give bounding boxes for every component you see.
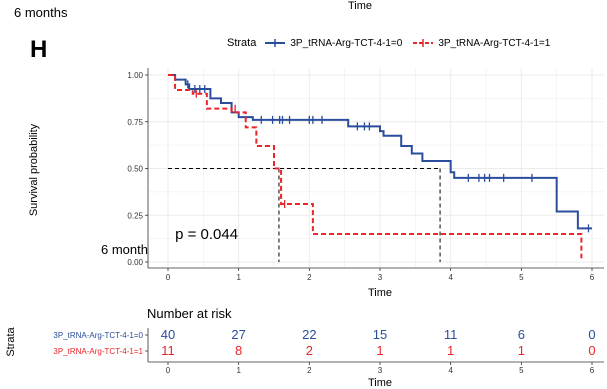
plot-axes: 0.00 0.25 0.50 0.75 1.00 0 1 2 3 4 5 6 (127, 68, 604, 282)
legend-label-1: 3P_tRNA-Arg-TCT-4-1=1 (438, 37, 551, 49)
risk-count: 6 (518, 327, 525, 342)
risk-count: 11 (444, 327, 458, 342)
inline-label: 6 month (101, 242, 148, 257)
risk-count: 40 (161, 327, 175, 342)
y-tick-label: 1.00 (127, 71, 143, 80)
risk-table: 3P_tRNA-Arg-TCT-4-1=0 40 27 22 15 11 6 03P_tRNA… (53, 327, 604, 375)
top-axis-label: Time (347, 0, 373, 12)
legend-title: Strata (227, 37, 257, 49)
panel-letter: H (30, 36, 48, 63)
legend-swatch-icon (413, 39, 434, 47)
risk-count: 0 (588, 343, 595, 358)
y-axis-title: Survival probability (28, 123, 40, 216)
x-tick-label: 6 (590, 273, 595, 282)
survival-curve-0 (168, 74, 592, 230)
risk-count: 1 (376, 343, 383, 358)
risk-table-title: Number at risk (147, 306, 232, 321)
risk-x-tick-label: 0 (166, 366, 171, 375)
x-tick-label: 5 (519, 273, 524, 282)
risk-x-tick-label: 4 (448, 366, 453, 375)
y-tick-label: 0.50 (127, 165, 143, 174)
risk-x-tick-label: 6 (590, 366, 595, 375)
risk-table-strata-label: Strata (5, 326, 17, 356)
survival-curve-1 (168, 74, 583, 259)
median-lines (168, 168, 441, 262)
risk-count: 22 (302, 327, 316, 342)
risk-count: 0 (588, 327, 595, 342)
survival-curves (168, 74, 592, 259)
risk-row-label: 3P_tRNA-Arg-TCT-4-1=1 (53, 347, 143, 356)
risk-x-tick-label: 1 (236, 366, 241, 375)
risk-x-tick-label: 5 (519, 366, 524, 375)
y-tick-label: 0.75 (127, 118, 143, 127)
y-tick-label: 0.00 (127, 258, 143, 267)
x-tick-label: 0 (166, 273, 171, 282)
risk-count: 15 (373, 327, 387, 342)
risk-table-x-title: Time (368, 377, 392, 389)
risk-count: 1 (518, 343, 525, 358)
x-tick-label: 4 (448, 273, 453, 282)
x-tick-label: 2 (307, 273, 312, 282)
risk-x-tick-label: 2 (307, 366, 312, 375)
legend-item-0: 3P_tRNA-Arg-TCT-4-1=0 (264, 38, 402, 49)
risk-row-label: 3P_tRNA-Arg-TCT-4-1=0 (53, 331, 143, 340)
legend-swatch-icon (265, 39, 286, 47)
y-tick-label: 0.25 (127, 211, 143, 220)
legend: Strata 3P_tRNA-Arg-TCT-4-1=0 3P_tRNA-Arg… (227, 37, 560, 49)
x-axis-title: Time (368, 287, 392, 299)
top-caption: 6 months (14, 5, 68, 20)
legend-item-1: 3P_tRNA-Arg-TCT-4-1=1 (412, 38, 550, 49)
risk-x-tick-label: 3 (378, 366, 383, 375)
risk-count: 2 (306, 343, 313, 358)
risk-count: 11 (161, 343, 175, 358)
p-value-annotation: p = 0.044 (175, 226, 238, 243)
x-tick-label: 3 (378, 273, 383, 282)
risk-count: 8 (235, 343, 242, 358)
risk-count: 1 (447, 343, 454, 358)
x-tick-label: 1 (236, 273, 241, 282)
risk-count: 27 (231, 327, 245, 342)
legend-label-0: 3P_tRNA-Arg-TCT-4-1=0 (290, 37, 403, 49)
